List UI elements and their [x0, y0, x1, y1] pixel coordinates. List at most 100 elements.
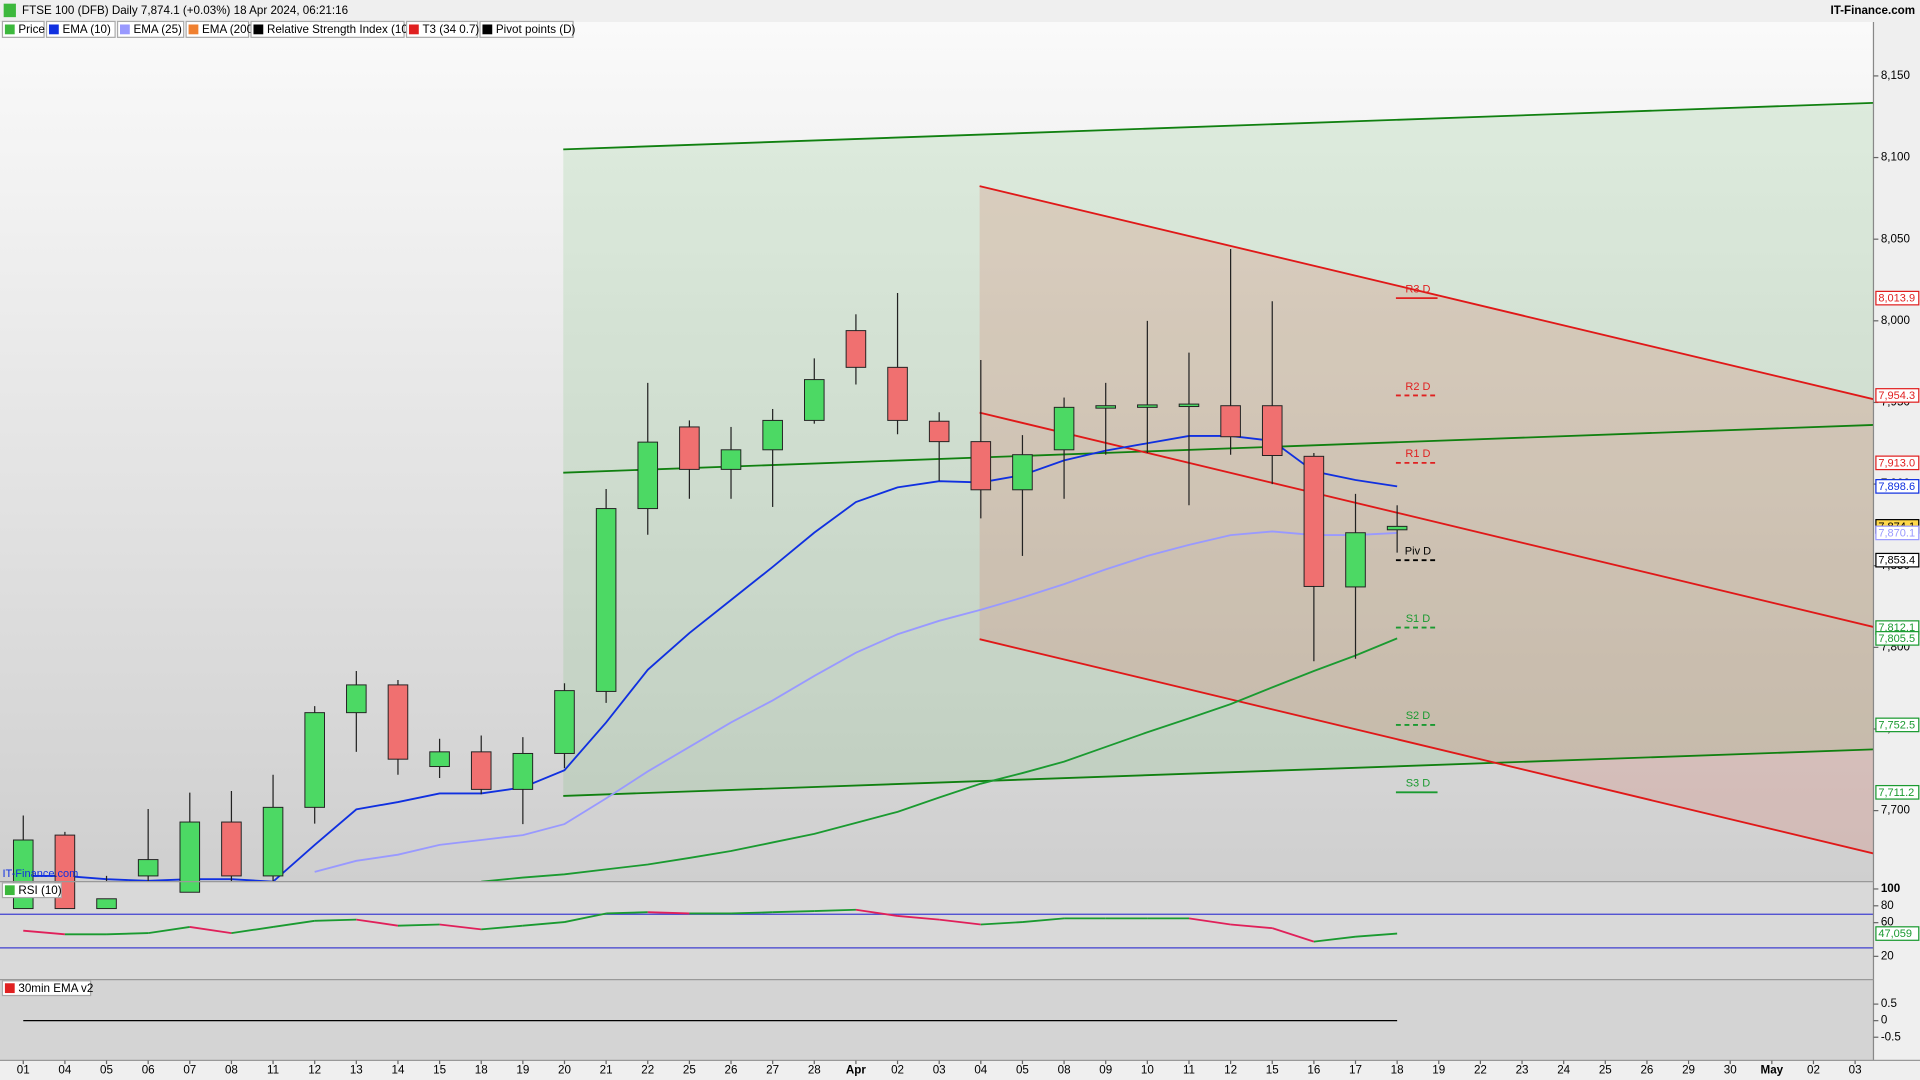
y-tick-label: 20 [1881, 949, 1894, 962]
pivot-label: S2 D [1406, 710, 1431, 722]
layer: R3 D R2 D R1 D Piv D S1 D S2 D S3 D [0, 248, 1874, 1022]
x-tick-label: 19 [516, 1063, 529, 1076]
watermark: IT-Finance.com [2, 868, 78, 880]
x-tick-label: 20 [558, 1063, 571, 1076]
candle-body [262, 806, 284, 877]
pivot-label: R2 D [1405, 381, 1430, 393]
channels [563, 101, 1874, 855]
rsi-segment [148, 926, 190, 935]
rsi-segment [1188, 917, 1231, 926]
pane-title-swatch [4, 983, 15, 994]
title-icon [3, 3, 16, 18]
candle-body [762, 419, 783, 451]
rsi-segment [730, 911, 773, 915]
y-tick-label: 0 [1881, 1014, 1888, 1027]
title: FTSE 100 (DFB) Daily 7,874.1 (+0.03%) 18… [22, 4, 348, 17]
candle-body [1261, 405, 1283, 457]
candle-body [304, 712, 325, 808]
legend-item [405, 20, 479, 38]
x-tick-label: 22 [1474, 1063, 1487, 1076]
rsi-segment [1271, 927, 1315, 943]
x-tick-label: 01 [17, 1063, 30, 1076]
value-box-label: 7,711.2 [1878, 787, 1914, 799]
x-tick-label: 11 [267, 1063, 279, 1076]
x-tick-label: 29 [1682, 1063, 1695, 1076]
rsi-segment [772, 910, 815, 914]
candle-body [429, 751, 450, 768]
rsi-segment [189, 926, 232, 935]
value-box [1875, 784, 1920, 800]
rsi-segment [647, 911, 690, 915]
candle-body [1137, 404, 1158, 408]
x-tick-label: 18 [1391, 1063, 1404, 1076]
x-tick-label: 10 [1141, 1063, 1154, 1076]
candle-body [720, 449, 742, 470]
candle-body [1095, 405, 1116, 409]
x-tick-label: 06 [142, 1063, 155, 1076]
candle-body [179, 821, 201, 893]
legend-label: Price [18, 23, 45, 36]
rsi-segment [23, 929, 65, 936]
rsi-segment [939, 918, 981, 926]
legend-label: EMA (200) [202, 23, 257, 36]
value-box [1875, 455, 1920, 471]
candle-body [1303, 455, 1325, 587]
candle-body [845, 330, 867, 368]
pane-title: RSI (10) [18, 884, 61, 897]
pivot-label: R1 D [1405, 448, 1430, 460]
value-box-label: 7,752.5 [1878, 719, 1915, 731]
channel-line [563, 423, 1874, 474]
rsi-segment [481, 924, 523, 931]
legend-swatch [4, 24, 15, 35]
x-tick-label: 26 [1640, 1063, 1653, 1076]
x-tick-label: 24 [1557, 1063, 1570, 1076]
x-tick-label: 05 [1016, 1063, 1029, 1076]
x-tick-label: 22 [641, 1063, 654, 1076]
x-tick-label: 25 [683, 1063, 696, 1076]
x-tick-label: 15 [433, 1063, 446, 1076]
candle-body [1178, 403, 1200, 408]
rsi-segment [1230, 923, 1273, 930]
y-tick-label: 80 [1881, 899, 1894, 912]
candle-body [637, 441, 659, 510]
x-tick-label: 02 [1807, 1063, 1820, 1076]
value-box [1875, 552, 1920, 568]
x-tick-label: Apr [846, 1063, 866, 1076]
x-tick-label: 03 [1849, 1063, 1862, 1076]
candle-body [1012, 454, 1033, 491]
candle-body [679, 426, 700, 470]
candle-body [554, 690, 575, 754]
line [481, 637, 1398, 882]
legend-label: T3 (34 0.7) [422, 23, 479, 36]
x-tick-label: May [1761, 1063, 1784, 1076]
x-tick-label: 07 [183, 1063, 196, 1076]
candle-body [970, 441, 992, 491]
rsi-segment [231, 926, 274, 935]
x-tick-label: 27 [766, 1063, 779, 1076]
y-tick-label: 0.5 [1881, 997, 1897, 1010]
candle-body [387, 684, 409, 760]
rsi-segment [814, 908, 856, 912]
line [23, 435, 1398, 882]
candle-body [1053, 406, 1075, 451]
value-box-label: 7,913.0 [1878, 457, 1915, 469]
value-box-label: 7,853.4 [1878, 555, 1915, 567]
channel-line [979, 185, 1874, 401]
candle-body [1220, 405, 1241, 438]
x-tick-label: 14 [391, 1063, 404, 1076]
value-box [1875, 926, 1920, 941]
pane-title: 30min EMA v2 [18, 982, 93, 995]
legend-item [250, 20, 405, 38]
x-tick-label: 23 [1516, 1063, 1529, 1076]
candle-body [804, 379, 825, 421]
rsi-segment [356, 918, 399, 927]
legend-swatch [188, 24, 199, 35]
legend-swatch [408, 24, 419, 35]
rsi-segment [606, 911, 648, 915]
legend-item [116, 20, 185, 38]
legend-label: Relative Strength Index (10) [267, 23, 412, 36]
y-tick-label: 8,100 [1881, 151, 1911, 164]
legend-item [45, 20, 116, 38]
pivot-label: Piv D [1405, 545, 1431, 557]
channel-line [979, 411, 1874, 628]
